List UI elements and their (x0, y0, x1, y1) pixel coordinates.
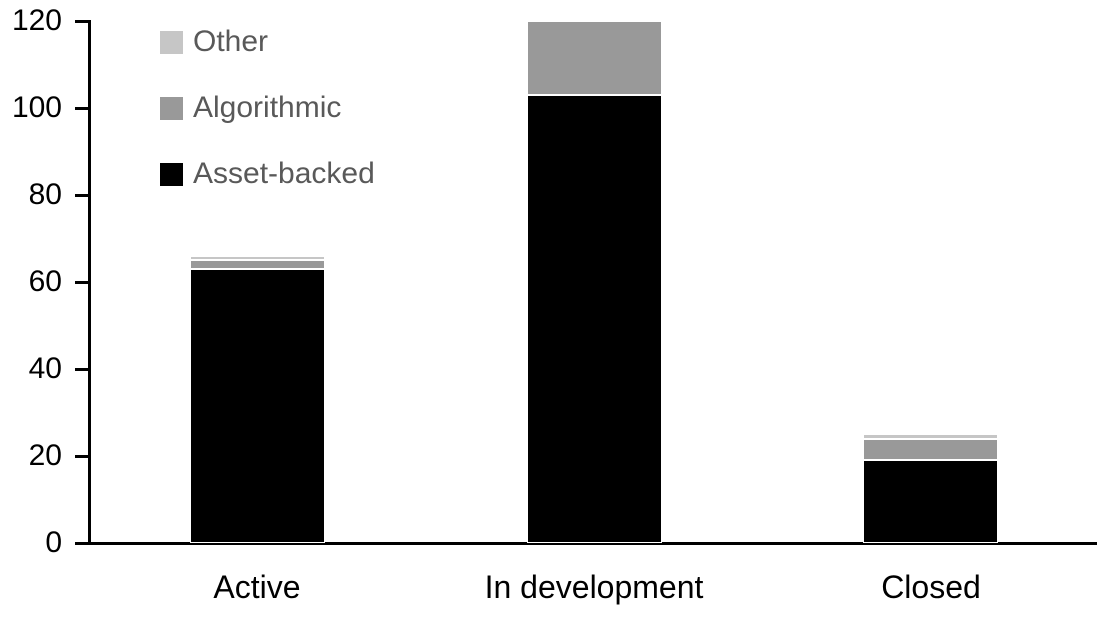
y-tick-label: 100 (11, 91, 62, 124)
y-tick-label: 60 (28, 265, 62, 298)
y-tick-mark (75, 107, 89, 110)
y-tick-mark (75, 281, 89, 284)
x-category-label-closed: Closed (881, 569, 981, 605)
y-tick-label: 120 (11, 4, 62, 37)
bar-segment-in-development-asset-backed (527, 94, 662, 543)
x-category-label-active: Active (213, 569, 301, 605)
legend-swatch-icon (160, 30, 183, 54)
y-tick-mark (75, 455, 89, 458)
legend-swatch-icon (160, 162, 183, 186)
x-category-label-in-development: In development (484, 569, 704, 605)
bar-segment-closed-asset-backed (863, 460, 998, 543)
bar-segment-active-asset-backed (190, 268, 325, 543)
y-axis-line (88, 20, 91, 545)
bar-segment-active-algorithmic (190, 260, 325, 269)
legend-label: Algorithmic (193, 91, 342, 124)
legend-item-asset-backed: Asset-backed (160, 157, 375, 190)
y-tick-label: 80 (28, 178, 62, 211)
legend-label: Asset-backed (193, 157, 375, 190)
x-axis-line (75, 542, 1097, 545)
y-tick-mark (75, 368, 89, 371)
bar-segment-in-development-algorithmic (527, 21, 662, 95)
y-tick-label: 0 (45, 526, 62, 559)
bar-segment-active-other (190, 255, 325, 261)
y-tick-label: 40 (28, 352, 62, 385)
bar-segment-closed-other (863, 434, 998, 439)
y-tick-mark (75, 194, 89, 197)
y-tick-mark (75, 20, 89, 23)
y-tick-label: 20 (28, 439, 62, 472)
legend-swatch-icon (160, 96, 183, 120)
y-tick-mark (75, 542, 89, 545)
bar-segment-closed-algorithmic (863, 438, 998, 461)
legend-label: Other (193, 25, 269, 58)
legend-item-other: Other (160, 25, 269, 58)
legend-item-algorithmic: Algorithmic (160, 91, 342, 124)
